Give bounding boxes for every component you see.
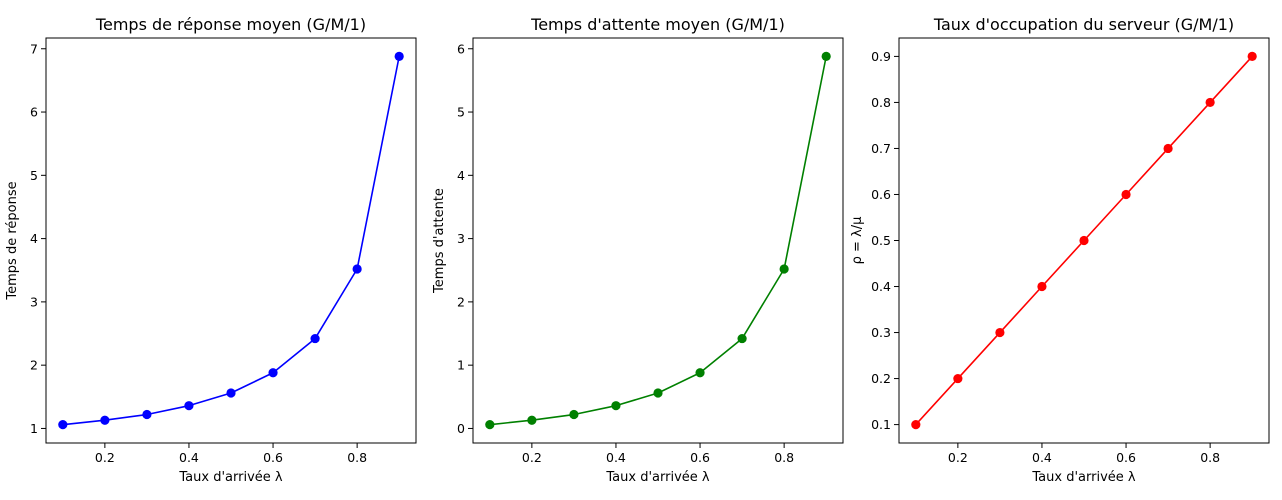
x-tick-label: 0.4	[606, 450, 626, 465]
x-tick-label: 0.2	[95, 450, 115, 465]
y-tick-label: 7	[30, 41, 38, 56]
x-tick-label: 0.8	[347, 450, 367, 465]
y-tick-label: 0.4	[871, 279, 891, 294]
data-point	[100, 415, 110, 425]
x-tick-label: 0.4	[1032, 450, 1052, 465]
y-tick-label: 0.6	[871, 187, 891, 202]
data-point	[653, 388, 663, 398]
y-tick-label: 0	[457, 421, 465, 436]
x-tick-label: 0.6	[1116, 450, 1136, 465]
data-point	[779, 264, 789, 274]
data-point	[58, 420, 68, 430]
chart-title: Taux d'occupation du serveur (G/M/1)	[933, 15, 1234, 34]
data-point	[1163, 143, 1173, 154]
data-point	[995, 327, 1005, 338]
data-point	[911, 419, 921, 430]
data-point	[352, 264, 362, 274]
x-tick-label: 0.6	[263, 450, 283, 465]
chart-waiting-time: Temps d'attente moyen (G/M/1) 0.2 0.4 0.6 0.…	[432, 15, 844, 485]
plot-frame	[45, 37, 417, 444]
y-tick-label: 6	[457, 41, 465, 56]
y-tick-label: 2	[457, 294, 465, 309]
x-tick-label: 0.2	[522, 450, 542, 465]
data-point	[1037, 281, 1047, 292]
y-tick-label: 0.3	[871, 325, 891, 340]
y-axis-label: Temps de réponse	[5, 181, 20, 300]
y-tick-label: 3	[30, 294, 38, 309]
plot-frame	[472, 37, 844, 444]
x-axis-label: Taux d'arrivée λ	[178, 470, 283, 485]
data-point	[1205, 97, 1215, 108]
series-line	[489, 56, 827, 426]
chart-response-time: Temps de réponse moyen (G/M/1) 0.2 0.4 0.6 0…	[5, 15, 417, 485]
data-point	[485, 420, 495, 430]
y-axis-label: Temps d'attente	[432, 188, 447, 294]
y-axis-label: ρ = λ/μ	[850, 217, 865, 265]
y-tick-label: 4	[30, 231, 38, 246]
data-point	[953, 373, 963, 384]
y-tick-label: 6	[30, 105, 38, 120]
y-tick-label: 0.1	[871, 417, 891, 432]
data-point	[1079, 235, 1089, 246]
x-tick-label: 0.8	[1200, 450, 1220, 465]
chart-occupancy: Taux d'occupation du serveur (G/M/1) 0.2 0…	[850, 15, 1270, 485]
y-tick-label: 0.5	[871, 233, 891, 248]
chart-title: Temps de réponse moyen (G/M/1)	[95, 15, 366, 34]
data-point	[184, 401, 194, 411]
x-tick-label: 0.4	[179, 450, 199, 465]
y-tick-label: 5	[30, 168, 38, 183]
data-point	[142, 409, 152, 420]
y-tick-label: 4	[457, 168, 465, 183]
data-point	[226, 388, 236, 398]
data-point	[268, 368, 278, 378]
data-point	[611, 401, 621, 411]
x-axis-label: Taux d'arrivée λ	[605, 470, 710, 485]
y-tick-label: 0.9	[871, 49, 891, 64]
data-point	[394, 51, 404, 61]
y-tick-label: 1	[457, 358, 465, 373]
y-tick-label: 5	[457, 105, 465, 120]
data-point	[821, 51, 831, 61]
y-tick-label: 3	[457, 231, 465, 246]
data-point	[310, 333, 320, 344]
data-point	[1121, 189, 1131, 200]
data-point	[527, 415, 537, 425]
y-tick-label: 0.2	[871, 371, 891, 386]
data-point	[569, 409, 579, 420]
x-tick-label: 0.2	[948, 450, 968, 465]
x-tick-label: 0.8	[774, 450, 794, 465]
chart-title: Temps d'attente moyen (G/M/1)	[530, 15, 785, 34]
y-tick-label: 1	[30, 421, 38, 436]
data-point	[737, 333, 747, 344]
data-point	[1247, 51, 1257, 62]
y-tick-label: 0.7	[871, 141, 891, 156]
x-axis-label: Taux d'arrivée λ	[1031, 470, 1136, 485]
x-tick-label: 0.6	[690, 450, 710, 465]
y-tick-label: 0.8	[871, 95, 891, 110]
series-line	[62, 56, 400, 426]
plot-frame	[898, 37, 1270, 444]
data-point	[695, 368, 705, 378]
y-tick-label: 2	[30, 358, 38, 373]
